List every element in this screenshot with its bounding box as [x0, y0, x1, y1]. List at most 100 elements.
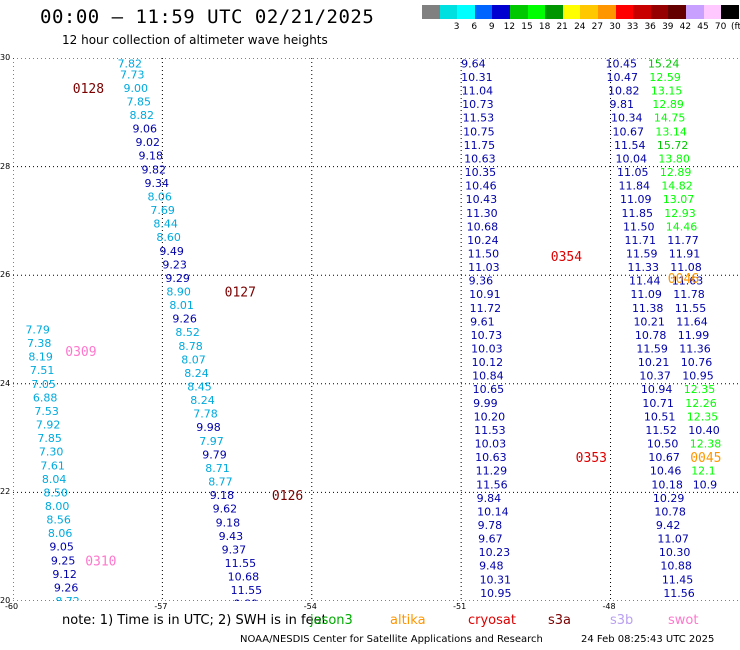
- legend-swatch: [598, 5, 616, 19]
- legend-swatch: [474, 5, 493, 19]
- pass-time-label: 0353: [576, 451, 607, 466]
- legend-swatch: [668, 5, 687, 19]
- swh-value: 11.54: [614, 139, 646, 152]
- swh-value: 15.24: [648, 58, 680, 70]
- pass-time-label: 0127: [225, 285, 256, 300]
- swh-value: 11.72: [470, 302, 502, 315]
- swh-value: 11.29: [476, 465, 508, 478]
- swh-value: 10.94: [641, 383, 673, 396]
- map-plot-area: 7.82 7.73 9.00 7.85 8.82 9.06 9.02 9.18 9.82 9.34…: [13, 58, 740, 601]
- legend-label: 45: [697, 22, 709, 32]
- legend-swatch: [615, 5, 634, 19]
- swh-value: 9.26: [54, 581, 79, 594]
- swh-value: 11.55: [675, 302, 707, 315]
- swh-value: 11.78: [673, 288, 705, 301]
- legend-label: 12: [503, 22, 516, 32]
- swh-value: 9.49: [159, 245, 184, 258]
- swh-value: 13.80: [658, 152, 690, 165]
- swh-value: 10.84: [472, 370, 504, 383]
- swh-value: 11.77: [667, 234, 699, 247]
- swh-value: 11.71: [624, 234, 656, 247]
- legend-label: 27: [591, 22, 604, 32]
- swh-value: 11.45: [662, 573, 694, 586]
- legend-label: 18: [538, 22, 551, 32]
- swh-value: 12.89: [652, 98, 684, 111]
- swh-value: 11.63: [672, 275, 704, 288]
- lon-tick-label: -57: [154, 602, 168, 611]
- lat-tick-label: 26: [0, 270, 11, 280]
- swh-value: 10.31: [480, 573, 512, 586]
- swh-value: 9.29: [165, 272, 190, 285]
- swh-value: 13.14: [655, 125, 687, 138]
- swh-value: 8.82: [130, 109, 155, 122]
- swh-value: 11.64: [676, 315, 708, 328]
- swh-value: 7.51: [30, 364, 55, 377]
- swh-value: 11.85: [621, 207, 653, 220]
- swh-value: 9.99: [473, 397, 498, 410]
- swh-value: 10.76: [681, 356, 713, 369]
- swh-value: 10.63: [464, 152, 496, 165]
- swh-value: 9.36: [469, 275, 494, 288]
- swh-value: 11.09: [630, 288, 662, 301]
- legend-swatch: [422, 5, 440, 19]
- swh-value: 6.88: [33, 391, 58, 404]
- swh-value: 7.61: [40, 459, 65, 472]
- swh-value: 9.00: [124, 82, 149, 95]
- legend-swatch: [527, 5, 546, 19]
- swh-value: 14.82: [661, 180, 693, 193]
- lon-tick-label: -48: [602, 602, 616, 611]
- swh-value: 9.02: [135, 136, 160, 149]
- legend-label: 70: [714, 22, 727, 32]
- swh-value: 10.24: [467, 234, 499, 247]
- swh-value: 12.89: [660, 166, 692, 179]
- swh-value: 10.67: [648, 451, 680, 464]
- swh-value: 10.73: [462, 98, 494, 111]
- swh-value: 12.1: [691, 465, 716, 478]
- swh-value: 10.31: [461, 71, 493, 84]
- swh-value: 9.37: [222, 543, 247, 556]
- swh-value: 8.00: [45, 500, 70, 513]
- swh-value: 10.91: [469, 288, 501, 301]
- swh-value: 12.26: [685, 397, 717, 410]
- legend-swatch: [686, 5, 704, 19]
- swh-value: 9.26: [172, 313, 197, 326]
- swh-value: 8.44: [153, 218, 178, 231]
- swh-value: 15.72: [657, 139, 689, 152]
- swh-value: 10.44: [665, 600, 697, 601]
- swh-value: 14.46: [666, 220, 698, 233]
- swh-value: 8.06: [147, 190, 172, 203]
- swh-value: 10.65: [473, 383, 505, 396]
- swh-value: 10.21: [633, 315, 665, 328]
- swh-value: 7.85: [127, 95, 152, 108]
- swh-value: 10.95: [480, 587, 512, 600]
- swh-value: 10.68: [467, 220, 499, 233]
- swh-value: 8.60: [156, 231, 181, 244]
- swh-value: 9.18: [138, 150, 163, 163]
- legend-label: 24: [574, 22, 586, 32]
- swh-value: 10.29: [653, 492, 685, 505]
- pass-time-label: 0046: [668, 272, 699, 287]
- pass-time-label: 0310: [85, 554, 116, 569]
- swh-value: 10.51: [644, 410, 676, 423]
- swh-value: 7.30: [39, 446, 64, 459]
- swh-value: 10.35: [465, 166, 497, 179]
- legend-label: 33: [626, 22, 639, 32]
- swh-value: 9.42: [656, 519, 681, 532]
- swh-value: 9.81: [610, 98, 635, 111]
- swh-value: 10.78: [635, 329, 667, 342]
- swh-value: 10.30: [659, 546, 691, 559]
- swh-value: 10.68: [228, 571, 260, 584]
- swh-value: 11.44: [629, 275, 661, 288]
- swh-value: 12.35: [684, 383, 716, 396]
- swh-value: 11.50: [468, 247, 500, 260]
- swh-value: 8.50: [43, 486, 68, 499]
- swh-value: 8.45: [187, 381, 212, 394]
- swh-value: 9.98: [196, 421, 221, 434]
- pass-time-label: 0126: [272, 489, 303, 504]
- swh-value: 9.06: [133, 123, 158, 136]
- swh-value: 11.03: [468, 261, 500, 274]
- swh-value: 11.53: [463, 112, 495, 125]
- timestamp-text: 24 Feb 08:25:43 UTC 2025: [581, 634, 715, 645]
- satellite-jason3: jason3: [310, 613, 353, 628]
- swh-value: 10.67: [613, 125, 645, 138]
